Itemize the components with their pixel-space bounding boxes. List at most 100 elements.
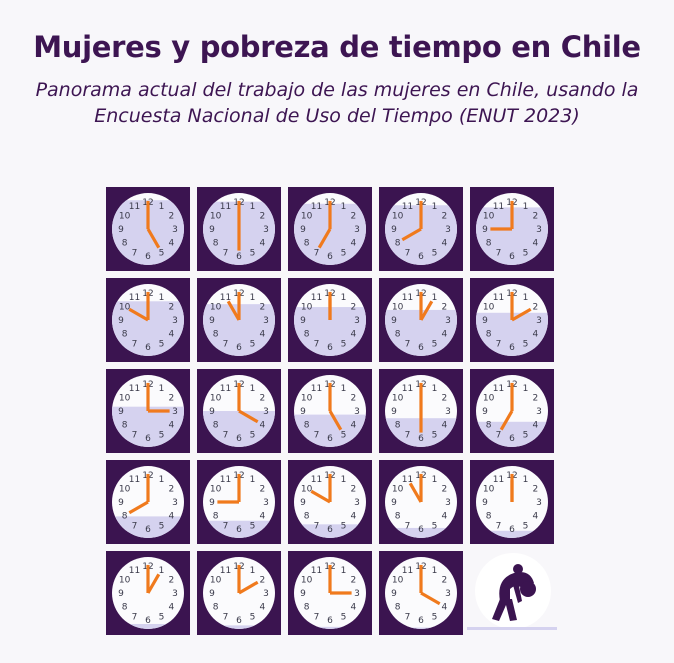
clock-numeral: 10 bbox=[119, 485, 131, 495]
clock-numeral: 8 bbox=[213, 239, 219, 249]
clock-fill-level bbox=[385, 627, 457, 629]
clock-numeral: 9 bbox=[209, 589, 215, 599]
clock-numeral: 8 bbox=[486, 421, 492, 431]
clock-numeral: 4 bbox=[169, 421, 175, 431]
clock-numeral: 2 bbox=[169, 576, 175, 586]
clock-numeral: 10 bbox=[483, 303, 495, 313]
clock-numeral: 3 bbox=[536, 498, 542, 508]
clock-numeral: 7 bbox=[405, 522, 411, 532]
clock-numeral: 5 bbox=[432, 249, 438, 259]
hour-hand bbox=[146, 228, 161, 249]
clock-numeral: 3 bbox=[263, 407, 269, 417]
clock-numeral: 4 bbox=[533, 512, 539, 522]
clock-numeral: 3 bbox=[445, 589, 451, 599]
clock-numeral: 4 bbox=[351, 603, 357, 613]
clock-numeral: 2 bbox=[442, 576, 448, 586]
clock-numeral: 11 bbox=[493, 475, 504, 485]
clock-numeral: 6 bbox=[145, 252, 151, 262]
clock-numeral: 10 bbox=[392, 576, 404, 586]
clock-numeral: 11 bbox=[129, 384, 140, 394]
clock-numeral: 4 bbox=[533, 330, 539, 340]
clock-numeral: 10 bbox=[483, 212, 495, 222]
clock-numeral: 7 bbox=[405, 340, 411, 350]
clock-numeral: 5 bbox=[523, 340, 529, 350]
clock-numeral: 2 bbox=[260, 303, 266, 313]
clock-numeral: 5 bbox=[250, 522, 256, 532]
clock-numeral: 7 bbox=[223, 431, 229, 441]
clock-numeral: 8 bbox=[395, 603, 401, 613]
clock-numeral: 1 bbox=[432, 384, 438, 394]
icon-circle bbox=[475, 553, 551, 629]
clock-numeral: 3 bbox=[263, 316, 269, 326]
clock-tile: 121234567891011 bbox=[106, 278, 190, 362]
icon-legs bbox=[492, 599, 517, 621]
clock-tile: 121234567891011 bbox=[470, 460, 554, 544]
clock-numeral: 1 bbox=[341, 475, 347, 485]
clock-numeral: 1 bbox=[523, 475, 529, 485]
clock-numeral: 3 bbox=[354, 498, 360, 508]
clock-numeral: 3 bbox=[536, 225, 542, 235]
clock-numeral: 4 bbox=[351, 330, 357, 340]
clock-numeral: 1 bbox=[250, 384, 256, 394]
clock-numeral: 7 bbox=[223, 340, 229, 350]
icon-bun bbox=[513, 564, 523, 574]
clock-numeral: 2 bbox=[533, 485, 539, 495]
clock-numeral: 8 bbox=[304, 421, 310, 431]
clock-numeral: 4 bbox=[169, 603, 175, 613]
clock-numeral: 2 bbox=[533, 303, 539, 313]
clock-numeral: 9 bbox=[118, 316, 124, 326]
clock-numeral: 4 bbox=[442, 421, 448, 431]
clock-numeral: 4 bbox=[169, 239, 175, 249]
clock-numeral: 6 bbox=[509, 343, 515, 353]
clock-numeral: 2 bbox=[351, 303, 357, 313]
clock-tile: 121234567891011 bbox=[470, 278, 554, 362]
clock-numeral: 10 bbox=[301, 576, 313, 586]
clock-numeral: 5 bbox=[523, 431, 529, 441]
clock-numeral: 5 bbox=[432, 522, 438, 532]
clock-numeral: 10 bbox=[210, 394, 222, 404]
clock-numeral: 11 bbox=[129, 475, 140, 485]
clock-numeral: 2 bbox=[260, 394, 266, 404]
clock-numeral: 6 bbox=[418, 525, 424, 535]
clock-numeral: 6 bbox=[327, 434, 333, 444]
clock-numeral: 11 bbox=[311, 384, 322, 394]
clock-tile: 121234567891011 bbox=[288, 551, 372, 635]
clock-numeral: 4 bbox=[260, 603, 266, 613]
clock-numeral: 8 bbox=[122, 421, 128, 431]
clock-numeral: 6 bbox=[418, 434, 424, 444]
clock-numeral: 3 bbox=[172, 316, 178, 326]
page-title: Mujeres y pobreza de tiempo en Chile bbox=[33, 30, 641, 64]
clock-numeral: 11 bbox=[493, 293, 504, 303]
hour-hand bbox=[146, 573, 161, 594]
clock-numeral: 3 bbox=[172, 589, 178, 599]
clock-numeral: 10 bbox=[392, 303, 404, 313]
clock-tile: 121234567891011 bbox=[288, 369, 372, 453]
clock-tile: 121234567891011 bbox=[379, 551, 463, 635]
clock-numeral: 3 bbox=[354, 407, 360, 417]
clock-numeral: 3 bbox=[172, 407, 178, 417]
hour-hand bbox=[238, 409, 259, 424]
clock-numeral: 5 bbox=[159, 522, 165, 532]
clock-numeral: 6 bbox=[236, 616, 242, 626]
clock-numeral: 7 bbox=[132, 431, 138, 441]
clock-numeral: 9 bbox=[209, 316, 215, 326]
clock-numeral: 9 bbox=[209, 407, 215, 417]
clock-numeral: 10 bbox=[301, 485, 313, 495]
clock-numeral: 10 bbox=[210, 485, 222, 495]
clock-numeral: 11 bbox=[402, 293, 413, 303]
clock-numeral: 8 bbox=[486, 239, 492, 249]
clock-numeral: 8 bbox=[213, 603, 219, 613]
clock-numeral: 5 bbox=[159, 613, 165, 623]
clock-numeral: 10 bbox=[210, 212, 222, 222]
clock-numeral: 2 bbox=[442, 394, 448, 404]
clock-tile: 121234567891011 bbox=[197, 369, 281, 453]
clock-numeral: 7 bbox=[223, 613, 229, 623]
clock-numeral: 9 bbox=[391, 316, 397, 326]
clock-numeral: 9 bbox=[300, 589, 306, 599]
clock-numeral: 11 bbox=[220, 475, 231, 485]
clock-numeral: 1 bbox=[159, 202, 165, 212]
clock-numeral: 5 bbox=[341, 431, 347, 441]
clock-numeral: 1 bbox=[341, 566, 347, 576]
clock-numeral: 1 bbox=[250, 475, 256, 485]
clock-numeral: 4 bbox=[442, 603, 448, 613]
